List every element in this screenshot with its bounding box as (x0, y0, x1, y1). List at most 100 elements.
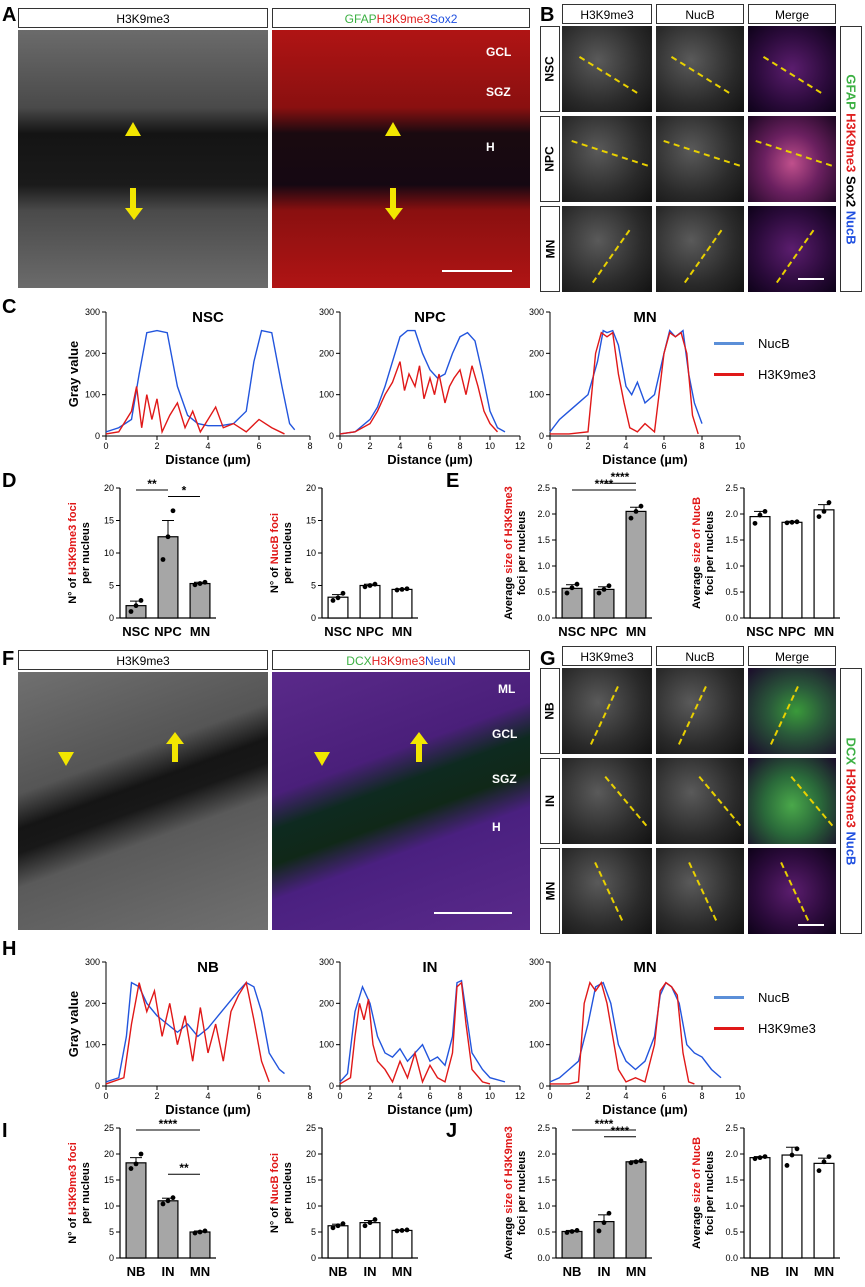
y-tick-label: 1.0 (725, 561, 738, 571)
data-point (133, 1161, 139, 1167)
arrowhead-marker (58, 752, 74, 766)
y-label-line-2: foci per nucleus (516, 511, 528, 595)
bar-mn (813, 509, 835, 619)
y-label-text: N° of (67, 575, 79, 604)
data-point (794, 1146, 800, 1152)
y-label-line-2: per nucleus (282, 1162, 294, 1224)
data-point (816, 1168, 822, 1174)
y-tick-label: 0 (539, 1081, 544, 1091)
panel-g-in-nucb (656, 758, 744, 844)
x-tick-label: 6 (427, 1091, 432, 1101)
category-label: NPC (778, 624, 806, 639)
x-tick-label: 2 (585, 1091, 590, 1101)
legend-sox2: Sox2 (843, 175, 859, 211)
bar-chart-nucb-foci: 0 5 10 15 20 N° of NucB fociper nucleus NSC NPC… (269, 483, 418, 639)
data-point (138, 1151, 144, 1157)
data-point (128, 609, 134, 614)
bar-mn (189, 1231, 211, 1259)
category-label: NSC (324, 624, 352, 639)
data-point (192, 582, 198, 588)
y-label-line-2: per nucleus (80, 1162, 92, 1224)
category-label: NSC (746, 624, 774, 639)
y-tick-label: 1.5 (537, 1175, 550, 1185)
x-tick-label: 6 (661, 441, 666, 451)
data-point (633, 1159, 639, 1165)
line-chart-nsc: NSC 0 2 4 6 8 0 100 200 300 Distance (µm) Gray valu… (66, 307, 313, 467)
data-point (569, 1229, 575, 1234)
significance-label: **** (611, 1124, 630, 1138)
arrowhead-marker (125, 122, 141, 136)
category-label: IN (598, 1264, 611, 1279)
y-tick-label: 100 (529, 390, 544, 400)
y-label-text: Average (503, 1214, 515, 1260)
series-line-nucb (549, 981, 722, 1083)
y-tick-label: 200 (85, 998, 100, 1008)
panel-a-h3k9me3-micrograph (18, 30, 268, 288)
region-label-h: H (486, 140, 495, 154)
h3k9me3-label: H3K9me3 (376, 12, 431, 26)
y-label-line-1: N° of H3K9me3 foci (67, 502, 79, 604)
y-label-line-1: N° of H3K9me3 foci (67, 1142, 79, 1244)
panel-b-row-mn: MN (540, 206, 560, 292)
legend-h3k9me3: H3K9me3 (843, 768, 859, 831)
panel-letter-f: F (2, 648, 15, 670)
y-axis-label: Average size of H3K9me3foci per nucleus (503, 486, 528, 620)
y-tick-label: 2.0 (725, 509, 738, 519)
data-point (399, 1228, 405, 1233)
bar-in (359, 1222, 381, 1259)
y-label-text: N° of (67, 1215, 79, 1244)
series-line-h3k9me3 (105, 980, 270, 1085)
bar-chart-nucb-size: 0.0 0.5 1.0 1.5 2.0 2.5 Average size of NucBfo… (691, 1123, 840, 1279)
y-tick-label: 0.0 (537, 1253, 550, 1263)
data-point (633, 509, 639, 514)
y-tick-label: 1.5 (537, 535, 550, 545)
y-tick-label: 1.0 (725, 1201, 738, 1211)
panel-b-header-nucb: NucB (656, 4, 744, 24)
y-axis-label: Average size of H3K9me3foci per nucleus (503, 1126, 528, 1260)
panel-letter-h: H (2, 938, 17, 960)
legend-nucb: NucB (843, 210, 859, 245)
y-axis-label: N° of NucB fociper nucleus (269, 513, 294, 593)
legend-h3k9me3: H3K9me3 (843, 112, 859, 176)
line-chart-npc: NPC 0 2 4 6 8 10 12 0 100 200 300 Distance (µm) (319, 307, 525, 467)
data-point (628, 515, 634, 521)
significance-label: ** (179, 1161, 189, 1175)
panel-b-header-merge: Merge (748, 4, 836, 24)
y-axis-label: Gray value (66, 991, 81, 1058)
y-tick-label: 0.5 (725, 587, 738, 597)
y-tick-label: 20 (306, 1149, 316, 1159)
y-tick-label: 25 (104, 1123, 114, 1133)
data-point (160, 1201, 166, 1207)
arrowhead-marker (385, 122, 401, 136)
panel-f-h3k9me3-micrograph (18, 672, 268, 930)
panel-g-row-in: IN (540, 758, 560, 844)
region-label-sgz: SGZ (492, 772, 517, 786)
y-label-line-1: Average size of H3K9me3 (503, 1126, 515, 1260)
y-label-highlight: size of H3K9me3 (503, 486, 515, 573)
data-point (816, 514, 822, 519)
bar-mn (189, 582, 211, 619)
y-label-line-2: per nucleus (80, 522, 92, 584)
series-line-h3k9me3 (339, 361, 499, 435)
data-point (596, 1228, 602, 1234)
y-tick-label: 15 (306, 1175, 316, 1185)
legend-dcx: DCX (843, 737, 859, 769)
data-point (606, 1210, 612, 1216)
y-label-highlight: size of NucB (691, 497, 703, 563)
y-tick-label: 0 (329, 431, 334, 441)
x-tick-label: 0 (337, 1091, 342, 1101)
data-point (340, 1221, 346, 1227)
y-tick-label: 0.5 (537, 1227, 550, 1237)
data-point (340, 590, 346, 596)
panel-b-nsc-h3k9me3 (562, 26, 652, 112)
y-tick-label: 5 (109, 581, 114, 591)
bar-chart-h3k9me3-size: 0.0 0.5 1.0 1.5 2.0 2.5 Average size of H3K9me… (503, 1117, 652, 1279)
data-point (826, 500, 832, 505)
y-tick-label: 300 (319, 957, 334, 967)
data-point (789, 519, 795, 525)
data-point (638, 503, 644, 509)
x-tick-label: 10 (485, 441, 495, 451)
